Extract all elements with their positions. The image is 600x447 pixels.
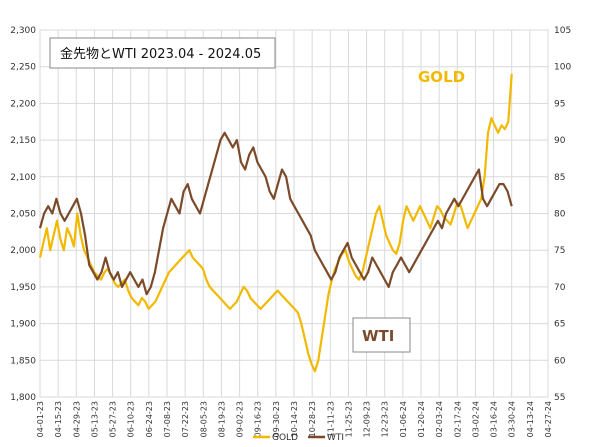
y-left-tick-label: 2,200 — [10, 99, 36, 109]
series-line-gold — [38, 73, 513, 373]
x-tick-label: 10-28-23 — [308, 401, 317, 437]
y-right-tick-label: 100 — [554, 63, 571, 73]
x-tick-label: 03-16-24 — [490, 401, 499, 437]
y-right-tick-label: 60 — [554, 356, 566, 366]
y-left-tick-label: 2,050 — [10, 210, 36, 220]
x-tick-label: 08-05-23 — [199, 401, 208, 437]
x-tick-label: 02-17-24 — [453, 401, 462, 437]
wti-annotation-box — [352, 317, 411, 353]
y-left-tick-label: 2,300 — [10, 26, 36, 36]
x-tick-label: 03-30-24 — [508, 401, 517, 437]
x-tick-label: 12-23-23 — [381, 401, 390, 437]
y-right-tick-label: 65 — [554, 320, 565, 330]
x-tick-label: 04-01-23 — [36, 401, 45, 437]
x-tick-label: 10-14-23 — [290, 401, 299, 437]
y-right-tick-label: 85 — [554, 173, 565, 183]
x-tick-label: 07-22-23 — [181, 401, 190, 437]
y-left-tick-label: 2,000 — [10, 246, 36, 256]
grid-layer — [39, 29, 549, 398]
x-tick-label: 05-13-23 — [90, 401, 99, 437]
legend-wti-label: WTI — [327, 433, 344, 443]
x-tick-label: 04-29-23 — [72, 401, 81, 437]
y-right-tick-label: 55 — [554, 393, 565, 403]
axis-layer: 1,800 55 1,850 60 1,900 65 1,950 70 2,000 75 2,050… — [10, 26, 571, 437]
x-tick-label: 01-06-24 — [399, 401, 408, 437]
x-tick-label: 07-08-23 — [163, 401, 172, 437]
y-right-tick-label: 75 — [554, 246, 565, 256]
y-left-tick-label: 1,850 — [10, 356, 36, 366]
y-left-tick-label: 2,150 — [10, 136, 36, 146]
x-tick-label: 08-19-23 — [217, 401, 226, 437]
x-tick-label: 12-09-23 — [363, 401, 372, 437]
x-tick-label: 11-11-23 — [326, 401, 335, 437]
y-right-tick-label: 90 — [554, 136, 566, 146]
x-tick-label: 01-20-24 — [417, 401, 426, 437]
legend-gold-label: GOLD — [272, 433, 298, 443]
x-tick-label: 04-13-24 — [526, 401, 535, 437]
x-tick-label: 09-30-23 — [272, 401, 281, 437]
y-left-tick-label: 1,950 — [10, 283, 36, 293]
gold-annotation: GOLD — [418, 68, 465, 86]
series-layer — [38, 73, 513, 373]
x-tick-label: 04-15-23 — [54, 401, 63, 437]
title-box — [49, 37, 276, 69]
y-left-tick-label: 2,250 — [10, 63, 36, 73]
x-tick-label: 03-02-24 — [471, 401, 480, 437]
y-right-tick-label: 70 — [554, 283, 566, 293]
legend: GOLD WTI — [253, 433, 344, 443]
x-tick-label: 09-16-23 — [254, 401, 263, 437]
x-tick-label: 09-02-23 — [236, 401, 245, 437]
x-tick-label: 04-27-24 — [544, 401, 553, 437]
y-right-tick-label: 80 — [554, 210, 566, 220]
y-right-tick-label: 105 — [554, 26, 571, 36]
y-left-tick-label: 1,900 — [10, 320, 36, 330]
y-left-tick-label: 2,100 — [10, 173, 36, 183]
y-right-tick-label: 95 — [554, 99, 565, 109]
y-left-tick-label: 1,800 — [10, 393, 36, 403]
chart-title: 金先物とWTI 2023.04 - 2024.05 — [60, 46, 261, 62]
wti-annotation: WTI — [362, 327, 394, 345]
x-tick-label: 11-25-23 — [344, 401, 353, 437]
x-tick-label: 06-10-23 — [127, 401, 136, 437]
x-tick-label: 05-27-23 — [109, 401, 118, 437]
series-line-wti — [38, 131, 513, 296]
x-tick-label: 02-03-24 — [435, 401, 444, 437]
x-tick-label: 06-24-23 — [145, 401, 154, 437]
